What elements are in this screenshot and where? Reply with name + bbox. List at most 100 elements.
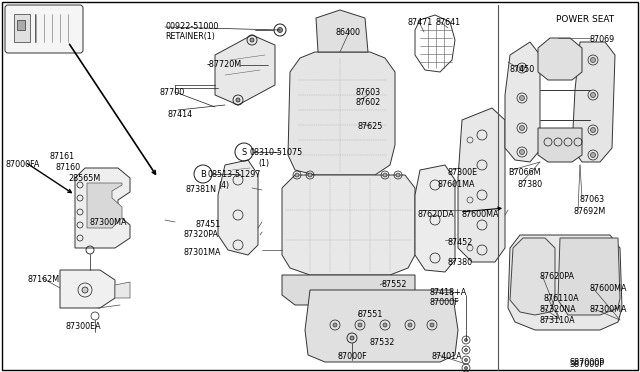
Polygon shape (218, 160, 258, 255)
Text: 87162M: 87162M (28, 275, 60, 284)
Text: (4): (4) (218, 181, 229, 190)
Text: 876110A: 876110A (544, 294, 580, 303)
Polygon shape (572, 42, 615, 162)
Text: 87700: 87700 (160, 88, 185, 97)
Circle shape (430, 323, 434, 327)
Bar (17, 20, 25, 30)
Circle shape (520, 96, 525, 100)
Polygon shape (115, 282, 130, 298)
Circle shape (396, 173, 400, 177)
Circle shape (465, 339, 467, 341)
Circle shape (278, 28, 282, 32)
Circle shape (520, 125, 525, 131)
Text: 87603: 87603 (355, 88, 380, 97)
Text: 87620DA: 87620DA (418, 210, 455, 219)
Text: 87451: 87451 (196, 220, 221, 229)
Text: B: B (200, 170, 206, 179)
Text: 87471: 87471 (408, 18, 433, 27)
Circle shape (591, 128, 595, 132)
Text: 87620PA: 87620PA (540, 272, 575, 281)
Polygon shape (87, 183, 122, 228)
Text: 87450: 87450 (510, 65, 535, 74)
Text: POWER SEAT: POWER SEAT (556, 15, 614, 24)
Polygon shape (415, 165, 455, 272)
Text: 87000F: 87000F (430, 298, 460, 307)
Circle shape (520, 65, 525, 71)
Circle shape (295, 173, 299, 177)
Polygon shape (316, 10, 368, 52)
Text: 87600MA: 87600MA (462, 210, 499, 219)
Text: 87161: 87161 (50, 152, 75, 161)
Polygon shape (505, 42, 540, 162)
Circle shape (82, 287, 88, 293)
Text: 87600MA: 87600MA (590, 284, 627, 293)
Text: 87551: 87551 (358, 310, 383, 319)
Circle shape (383, 173, 387, 177)
Text: S87000P: S87000P (570, 358, 605, 367)
Text: B7066M: B7066M (508, 168, 541, 177)
Circle shape (465, 359, 467, 362)
Text: 873110A: 873110A (540, 316, 575, 325)
Bar (14, 14, 30, 42)
Circle shape (465, 366, 467, 369)
Text: 28565M: 28565M (68, 174, 100, 183)
Text: -87720M: -87720M (207, 60, 242, 69)
Text: 87000FA: 87000FA (5, 160, 40, 169)
Text: 87602: 87602 (355, 98, 380, 107)
Polygon shape (60, 270, 115, 308)
Text: 87401A: 87401A (432, 352, 463, 361)
Text: 87300MA: 87300MA (90, 218, 127, 227)
Polygon shape (538, 38, 582, 80)
Circle shape (308, 173, 312, 177)
Text: S87000P: S87000P (570, 360, 605, 369)
Text: 87063: 87063 (580, 195, 605, 204)
Circle shape (591, 93, 595, 97)
Polygon shape (282, 175, 415, 275)
Circle shape (350, 336, 354, 340)
Text: 08310-51075: 08310-51075 (250, 148, 303, 157)
Text: 87552: 87552 (382, 280, 408, 289)
Text: 86400: 86400 (335, 28, 360, 37)
Polygon shape (282, 275, 415, 305)
Text: 08513-51297: 08513-51297 (208, 170, 262, 179)
Text: 87625: 87625 (358, 122, 383, 131)
Circle shape (250, 38, 254, 42)
Text: 87414: 87414 (167, 110, 192, 119)
Circle shape (358, 323, 362, 327)
Circle shape (236, 98, 240, 102)
Circle shape (333, 323, 337, 327)
Text: 87641: 87641 (435, 18, 460, 27)
Polygon shape (305, 290, 458, 362)
Text: 87000F: 87000F (338, 352, 367, 361)
Text: (1): (1) (258, 159, 269, 168)
Text: 87320PA: 87320PA (183, 230, 218, 239)
Polygon shape (538, 128, 582, 162)
Polygon shape (75, 168, 130, 248)
Polygon shape (508, 235, 622, 330)
Text: 87692M: 87692M (574, 207, 606, 216)
Text: 87300EA: 87300EA (65, 322, 100, 331)
Circle shape (465, 349, 467, 352)
Circle shape (520, 150, 525, 154)
Polygon shape (215, 35, 275, 105)
Text: RETAINER(1): RETAINER(1) (165, 32, 215, 41)
Text: S: S (241, 148, 246, 157)
Text: 87300E: 87300E (448, 168, 478, 177)
Circle shape (591, 58, 595, 62)
Circle shape (383, 323, 387, 327)
Text: 87320NA: 87320NA (540, 305, 577, 314)
Text: 87418+A: 87418+A (430, 288, 467, 297)
FancyBboxPatch shape (5, 5, 83, 53)
Circle shape (408, 323, 412, 327)
Circle shape (591, 153, 595, 157)
Text: 00922-51000: 00922-51000 (165, 22, 218, 31)
Text: 87069: 87069 (590, 35, 615, 44)
Text: 87381N: 87381N (185, 185, 216, 194)
Text: 87452: 87452 (448, 238, 474, 247)
Text: 87300MA: 87300MA (590, 305, 627, 314)
Text: 87160: 87160 (56, 163, 81, 172)
Text: 87380: 87380 (448, 258, 473, 267)
Text: 87380: 87380 (518, 180, 543, 189)
Text: 87601MA: 87601MA (438, 180, 476, 189)
Polygon shape (558, 238, 620, 315)
